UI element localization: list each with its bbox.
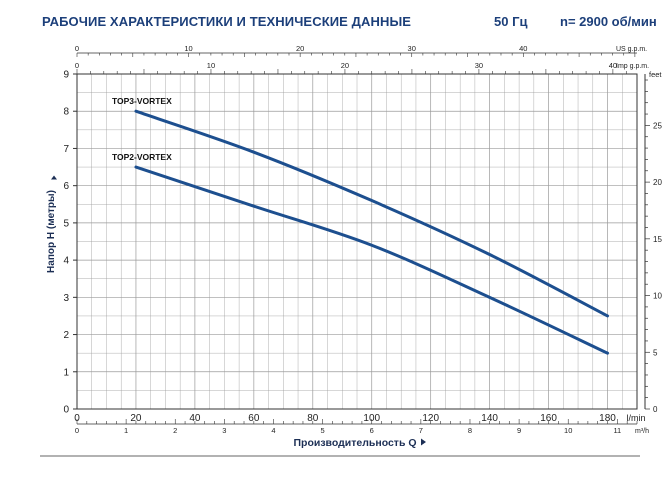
- us-gpm-tick-label: 10: [184, 44, 192, 53]
- y-tick-label: 5: [63, 218, 69, 229]
- us-gpm-tick-label: 30: [408, 44, 416, 53]
- x-axis-title: Производительность Q: [293, 437, 416, 449]
- x-tick-label: 60: [248, 413, 260, 424]
- page-title: РАБОЧИЕ ХАРАКТЕРИСТИКИ И ТЕХНИЧЕСКИЕ ДАН…: [42, 14, 412, 29]
- m3h-tick-label: 5: [321, 426, 325, 435]
- m3h-tick-label: 8: [468, 426, 472, 435]
- y-tick-label: 3: [63, 293, 69, 304]
- frequency-label: 50 Гц: [494, 14, 528, 29]
- m3h-tick-label: 2: [173, 426, 177, 435]
- series-line-top3-vortex: [134, 109, 610, 318]
- plot-frame: [76, 73, 638, 410]
- x-unit-label: l/min: [626, 413, 645, 423]
- y-tick-label: 8: [63, 107, 69, 118]
- us-gpm-tick-label: 20: [296, 44, 304, 53]
- imp-gpm-tick-label: 0: [75, 61, 79, 70]
- m3h-tick-label: 0: [75, 426, 79, 435]
- y-axis-arrow-icon: [51, 175, 57, 180]
- x-tick-label: 180: [599, 413, 616, 424]
- y-tick-label: 2: [63, 330, 69, 341]
- m3h-axis-label: m³/h: [635, 428, 649, 435]
- y-tick-label: 9: [63, 70, 69, 81]
- series-label-top3-vortex: TOP3-VORTEX: [112, 96, 172, 106]
- series-label-top2-vortex: TOP2-VORTEX: [112, 152, 172, 162]
- y-tick-label: 4: [63, 256, 69, 267]
- m3h-tick-label: 3: [222, 426, 226, 435]
- us-gpm-tick-label: 0: [75, 44, 79, 53]
- speed-label: n= 2900 об/мин: [560, 14, 657, 29]
- x-tick-label: 20: [130, 413, 142, 424]
- feet-tick-label: 5: [653, 348, 658, 357]
- x-tick-label: 100: [363, 413, 380, 424]
- grid: [77, 74, 637, 409]
- m3h-tick-label: 9: [517, 426, 521, 435]
- feet-axis-label: feet: [649, 70, 662, 79]
- us-gpm-tick-label: 40: [519, 44, 527, 53]
- us-gpm-axis-label: US g.p.m.: [616, 46, 647, 53]
- x-axis-arrow-icon: [421, 438, 426, 446]
- m3h-tick-label: 11: [613, 426, 621, 435]
- m3h-tick-label: 10: [564, 426, 572, 435]
- imp-gpm-tick-label: 30: [475, 61, 483, 70]
- imp-gpm-tick-label: 10: [207, 61, 215, 70]
- series-line-top2-vortex: [134, 165, 610, 355]
- feet-tick-label: 10: [653, 292, 662, 301]
- chart-header: РАБОЧИЕ ХАРАКТЕРИСТИКИ И ТЕХНИЧЕСКИЕ ДАН…: [0, 0, 670, 40]
- x-tick-label: 0: [74, 413, 80, 424]
- imp-gpm-axis-label: Imp g.p.m.: [616, 63, 649, 70]
- axes: [40, 52, 650, 457]
- m3h-tick-label: 7: [419, 426, 423, 435]
- x-tick-label: 160: [540, 413, 557, 424]
- y-tick-label: 7: [63, 144, 69, 155]
- feet-tick-label: 15: [653, 235, 662, 244]
- x-tick-label: 40: [189, 413, 201, 424]
- imp-gpm-tick-label: 20: [341, 61, 349, 70]
- y-tick-label: 0: [63, 405, 69, 416]
- m3h-tick-label: 4: [271, 426, 275, 435]
- series: [134, 109, 610, 355]
- feet-tick-label: 20: [653, 178, 662, 187]
- m3h-tick-label: 1: [124, 426, 128, 435]
- imp-gpm-tick-label: 40: [609, 61, 617, 70]
- y-tick-label: 6: [63, 181, 69, 192]
- x-tick-label: 140: [481, 413, 498, 424]
- x-tick-label: 120: [422, 413, 439, 424]
- feet-tick-label: 25: [653, 121, 662, 130]
- m3h-tick-label: 6: [370, 426, 374, 435]
- y-axis-title: Напор H (метры): [46, 190, 57, 273]
- feet-tick-label: 0: [653, 405, 658, 414]
- y-tick-label: 1: [63, 367, 69, 378]
- x-tick-label: 80: [307, 413, 319, 424]
